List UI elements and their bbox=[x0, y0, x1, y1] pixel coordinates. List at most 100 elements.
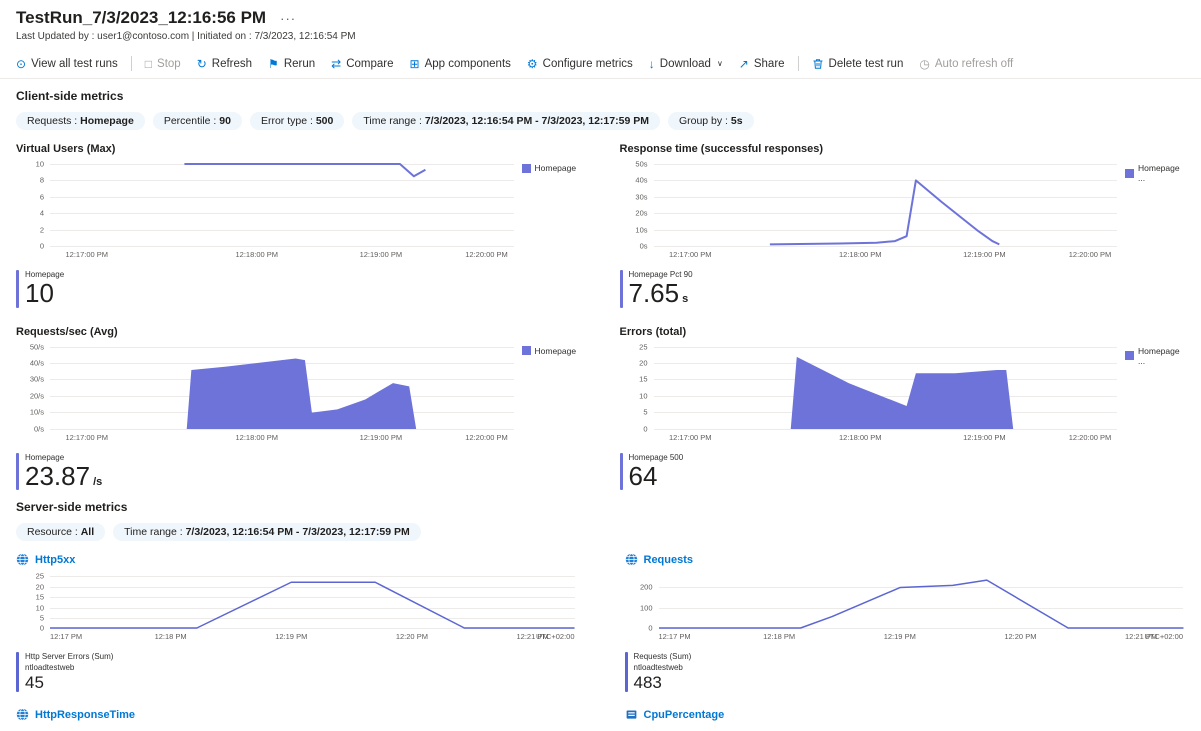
toolbar-button-app-components[interactable]: ⊞ App components bbox=[402, 55, 519, 73]
x-tick-label: 12:20 PM bbox=[395, 632, 428, 642]
more-actions-button[interactable]: ··· bbox=[280, 11, 297, 26]
y-tick-label: 10/s bbox=[29, 407, 44, 417]
gridline bbox=[658, 607, 1183, 609]
gridline bbox=[653, 395, 1117, 397]
server-filter-pills: Resource : All Time range : 7/3/2023, 12:… bbox=[16, 523, 1185, 542]
x-tick-label: 12:19:00 PM bbox=[359, 432, 403, 442]
chart-plot-http5xx[interactable]: 25 20 15 10 5 0 bbox=[16, 572, 577, 633]
metric-stat: Homepage Pct 90 7.65 s bbox=[619, 270, 1186, 309]
toolbar-button-label: Stop bbox=[157, 57, 181, 70]
stat-color-bar bbox=[16, 270, 19, 308]
y-tick-label: 50/s bbox=[29, 342, 44, 352]
legend-label: Homepage bbox=[534, 345, 577, 356]
x-axis-labels: 12:17:00 PM 12:18:00 PM 12:19:00 PM 12:20:0… bbox=[654, 250, 1114, 261]
legend-swatch bbox=[521, 346, 531, 356]
gridline bbox=[50, 180, 514, 182]
x-tick-label: 12:17:00 PM bbox=[65, 250, 109, 259]
stat-label: Homepage bbox=[25, 452, 65, 462]
stat-resource-name: ntloadtestweb bbox=[25, 662, 75, 672]
toolbar-button-delete-test-run[interactable]: Delete test run bbox=[804, 55, 912, 73]
server-more-links: HttpResponseTime CpuPercentage bbox=[16, 708, 1185, 731]
stat-value: 7.65 s bbox=[628, 278, 689, 309]
y-tick-label: 0s bbox=[639, 241, 648, 251]
page-title: TestRun_7/3/2023_12:16:56 PM bbox=[16, 8, 267, 27]
stat-value: 483 bbox=[633, 673, 662, 693]
rerun-icon: ⚑ bbox=[268, 56, 279, 71]
stat-label: Homepage 500 bbox=[628, 452, 684, 462]
chart-card-http5xx: Http5xx 25 20 15 10 5 0 12:17 PM 12:18 PM 12:19… bbox=[16, 553, 577, 692]
gridline bbox=[50, 213, 514, 215]
chart-plot-requests-sec[interactable]: 50/s 40/s 30/s 20/s 10/s 0/s bbox=[16, 342, 516, 433]
stat-value: 23.87/s bbox=[25, 461, 103, 492]
gridline bbox=[653, 196, 1117, 198]
gridline bbox=[50, 617, 575, 619]
y-tick-label: 40s bbox=[635, 175, 648, 185]
y-tick-label: 100 bbox=[639, 603, 653, 613]
gridline bbox=[50, 196, 514, 198]
chart-body: 10 8 6 4 2 0 Homepage bbox=[16, 160, 582, 251]
toolbar-button-label: Share bbox=[753, 57, 785, 70]
gridline bbox=[50, 229, 514, 231]
y-tick-label: 30/s bbox=[29, 374, 44, 384]
x-axis-labels: 12:17 PM 12:18 PM 12:19 PM 12:20 PM 12:21 PM… bbox=[659, 632, 1184, 643]
filter-pill-requests[interactable]: Requests : Homepage bbox=[16, 112, 145, 130]
x-tick-label: 12:18 PM bbox=[763, 632, 796, 642]
toolbar: ⊙ View all test runs □ Stop ↻ Refresh ⚑ Rerun ⇄ C… bbox=[0, 49, 1201, 79]
y-tick-label: 10 bbox=[35, 159, 44, 169]
chart-plot-requests-total[interactable]: 200 100 0 bbox=[625, 576, 1186, 633]
x-axis-labels: 12:17:00 PM 12:18:00 PM 12:19:00 PM 12:20:0… bbox=[654, 433, 1114, 444]
y-tick-label: 15 bbox=[35, 592, 44, 602]
y-tick-label: 0 bbox=[39, 623, 44, 633]
toolbar-button-label: View all test runs bbox=[31, 57, 118, 70]
toolbar-button-download[interactable]: ↓ Download ∨ bbox=[641, 55, 731, 73]
gridline bbox=[50, 607, 575, 609]
metric-link-label: Requests bbox=[643, 553, 694, 566]
filter-pill-group-by[interactable]: Group by : 5s bbox=[667, 112, 754, 130]
toolbar-button-label: Compare bbox=[346, 57, 394, 70]
chart-title: Errors (total) bbox=[619, 325, 687, 338]
legend-label: Homepage bbox=[534, 163, 577, 173]
metric-link-http5xx[interactable]: Http5xx bbox=[16, 553, 75, 566]
server-section-heading: Server-side metrics bbox=[16, 500, 128, 515]
globe-icon bbox=[625, 553, 638, 566]
gridline bbox=[653, 246, 1117, 247]
chart-plot-errors[interactable]: 25 20 15 10 5 0 bbox=[620, 342, 1120, 433]
metric-link-httpresponsetime[interactable]: HttpResponseTime bbox=[16, 708, 577, 721]
chart-plot-response-time[interactable]: 50s 40s 30s 20s 10s 0s bbox=[620, 160, 1120, 251]
metric-stat: Homepage 23.87/s bbox=[16, 452, 582, 492]
globe-icon bbox=[16, 708, 29, 721]
metric-link-requests[interactable]: Requests bbox=[625, 553, 694, 566]
toolbar-button-refresh[interactable]: ↻ Refresh bbox=[189, 55, 260, 73]
filter-pill-percentile[interactable]: Percentile : 90 bbox=[152, 112, 242, 130]
y-tick-label: 5 bbox=[643, 407, 648, 417]
y-tick-label: 0 bbox=[648, 623, 653, 633]
x-tick-label: 12:20:00 PM bbox=[1068, 432, 1112, 442]
filter-pill-error-type[interactable]: Error type : 500 bbox=[249, 112, 345, 130]
x-tick-label: 12:20 PM bbox=[1004, 632, 1037, 642]
x-axis-labels: 12:17:00 PM 12:18:00 PM 12:19:00 PM 12:20:0… bbox=[50, 250, 510, 261]
chart-body: 25 20 15 10 5 0 Homepage ... bbox=[620, 342, 1186, 433]
toolbar-divider bbox=[797, 56, 799, 71]
y-tick-label: 20/s bbox=[29, 391, 44, 401]
y-tick-label: 10 bbox=[35, 603, 44, 613]
gridline bbox=[653, 213, 1117, 215]
y-tick-label: 30s bbox=[635, 192, 648, 202]
filter-pill-time-range[interactable]: Time range : 7/3/2023, 12:16:54 PM - 7/3… bbox=[352, 112, 660, 130]
stop-icon: □ bbox=[144, 56, 153, 71]
toolbar-button-compare[interactable]: ⇄ Compare bbox=[323, 55, 401, 73]
chart-body: 50s 40s 30s 20s 10s 0s Homepage ... bbox=[620, 160, 1186, 251]
chart-title: Response time (successful responses) bbox=[619, 143, 824, 155]
metric-link-cpupercentage[interactable]: CpuPercentage bbox=[625, 708, 1186, 721]
toolbar-button-rerun[interactable]: ⚑ Rerun bbox=[260, 55, 323, 73]
y-tick-label: 40/s bbox=[29, 358, 44, 368]
toolbar-button-share[interactable]: ↗ Share bbox=[731, 55, 793, 73]
gridline bbox=[653, 229, 1117, 231]
toolbar-button-view-all-test-runs[interactable]: ⊙ View all test runs bbox=[8, 55, 126, 73]
x-tick-label: 12:19:00 PM bbox=[963, 432, 1006, 442]
filter-pill-time-range[interactable]: Time range : 7/3/2023, 12:16:54 PM - 7/3… bbox=[113, 523, 421, 542]
gridline bbox=[653, 346, 1117, 348]
chart-plot-virtual-users[interactable]: 10 8 6 4 2 0 bbox=[16, 160, 516, 251]
filter-pill-resource[interactable]: Resource : All bbox=[16, 523, 106, 542]
y-tick-label: 8 bbox=[39, 175, 44, 185]
toolbar-button-configure-metrics[interactable]: ⚙ Configure metrics bbox=[519, 55, 641, 73]
